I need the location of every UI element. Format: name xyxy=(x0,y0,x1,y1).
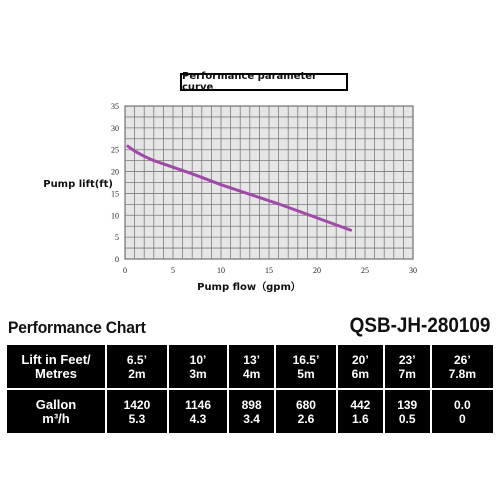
cell-value: 1146 xyxy=(184,397,212,412)
cell-value: 10’ xyxy=(189,352,207,367)
y-tick-label: 35 xyxy=(111,102,119,111)
row-label-line: Gallon xyxy=(35,396,77,412)
y-tick-label: 5 xyxy=(115,233,119,242)
cell-value: 16.5’ xyxy=(292,352,320,367)
cell-value: 6m xyxy=(351,366,369,381)
cell-value: 139 xyxy=(397,397,418,412)
cell-value: 13’ xyxy=(243,352,260,367)
performance-table: Lift in Feet/Metres 6.5’ 2m 10’ 3m 13’ 4m 16.5’… xyxy=(5,343,495,435)
x-tick-label: 15 xyxy=(265,266,273,275)
x-tick-label: 5 xyxy=(171,266,175,275)
chart-title-box: Performance parameter curve xyxy=(180,71,348,93)
y-tick-label: 25 xyxy=(111,146,119,155)
cell-value: 0 xyxy=(458,411,466,426)
y-tick-label: 0 xyxy=(115,255,119,264)
table-cell: 139 0.5 xyxy=(384,390,430,433)
row-label-line: Lift in Feet/ xyxy=(21,351,91,367)
row-label-line: Metres xyxy=(35,365,77,381)
cell-value: 5.3 xyxy=(128,411,146,426)
row-label: Lift in Feet/Metres xyxy=(7,345,105,388)
cell-value: 1420 xyxy=(123,397,151,412)
cell-value: 3m xyxy=(189,366,207,381)
table-cell: 680 2.6 xyxy=(276,390,336,433)
table-cell: 1420 5.3 xyxy=(107,390,167,433)
cell-value: 1.6 xyxy=(351,411,369,426)
y-tick-label: 20 xyxy=(111,168,119,177)
cell-value: 2.6 xyxy=(297,411,315,426)
table-cell: 1146 4.3 xyxy=(168,390,228,433)
x-tick-label: 30 xyxy=(409,266,417,275)
row-label-line: m³/h xyxy=(42,410,70,426)
table-cell: 26’ 7.8m xyxy=(431,345,493,388)
chart-title: Performance parameter curve xyxy=(182,71,317,93)
cell-value: 26’ xyxy=(453,352,471,367)
table-cell: 898 3.4 xyxy=(229,390,275,433)
table-cell: 23’ 7m xyxy=(384,345,430,388)
x-tick-label: 0 xyxy=(123,266,127,275)
x-tick-label: 25 xyxy=(361,266,369,275)
table-cell: 442 1.6 xyxy=(337,390,383,433)
cell-value: 680 xyxy=(295,397,316,412)
performance-chart-title: Performance Chart xyxy=(8,318,146,337)
y-tick-label: 10 xyxy=(111,211,119,220)
cell-value: 2m xyxy=(128,366,146,381)
cell-value: 5m xyxy=(297,366,315,381)
table-cell: 20’ 6m xyxy=(337,345,383,388)
table-row: Lift in Feet/Metres 6.5’ 2m 10’ 3m 13’ 4m 16.5’… xyxy=(7,345,493,388)
x-tick-label: 10 xyxy=(217,266,225,275)
y-tick-label: 15 xyxy=(111,189,119,198)
table-cell: 10’ 3m xyxy=(168,345,228,388)
table-cell: 16.5’ 5m xyxy=(276,345,336,388)
table-cell: 13’ 4m xyxy=(229,345,275,388)
y-tick-label: 30 xyxy=(111,124,119,133)
table-cell: 6.5’ 2m xyxy=(107,345,167,388)
row-label: Gallon m³/h xyxy=(7,390,105,433)
cell-value: 3.4 xyxy=(243,411,260,426)
cell-value: 7m xyxy=(398,366,416,381)
table-row: Gallon m³/h 1420 5.3 1146 4.3 898 3.4 680 2.6 442 1… xyxy=(7,390,493,433)
cell-value: 7.8m xyxy=(448,366,476,381)
cell-value: 898 xyxy=(241,397,262,412)
model-code: QSB-JH-280109 xyxy=(349,314,490,337)
x-tick-label: 20 xyxy=(313,266,321,275)
cell-value: 0.0 xyxy=(453,397,471,412)
cell-value: 6.5’ xyxy=(126,352,147,367)
performance-curve-chart: 0 5 10 15 20 25 30 0 5 10 15 20 25 30 35 Pump flow（gpm）… xyxy=(43,102,417,293)
cell-value: 20’ xyxy=(351,352,369,367)
cell-value: 4.3 xyxy=(189,411,207,426)
series-line xyxy=(126,144,353,232)
cell-value: 4m xyxy=(242,366,261,381)
y-axis-label: Pump lift(ft) xyxy=(43,179,113,190)
table-cell: 0.0 0 xyxy=(431,390,493,433)
cell-value: 0.5 xyxy=(398,411,416,426)
cell-value: 442 xyxy=(350,397,371,412)
cell-value: 23’ xyxy=(398,352,416,367)
x-axis-label: Pump flow（gpm） xyxy=(197,280,301,293)
